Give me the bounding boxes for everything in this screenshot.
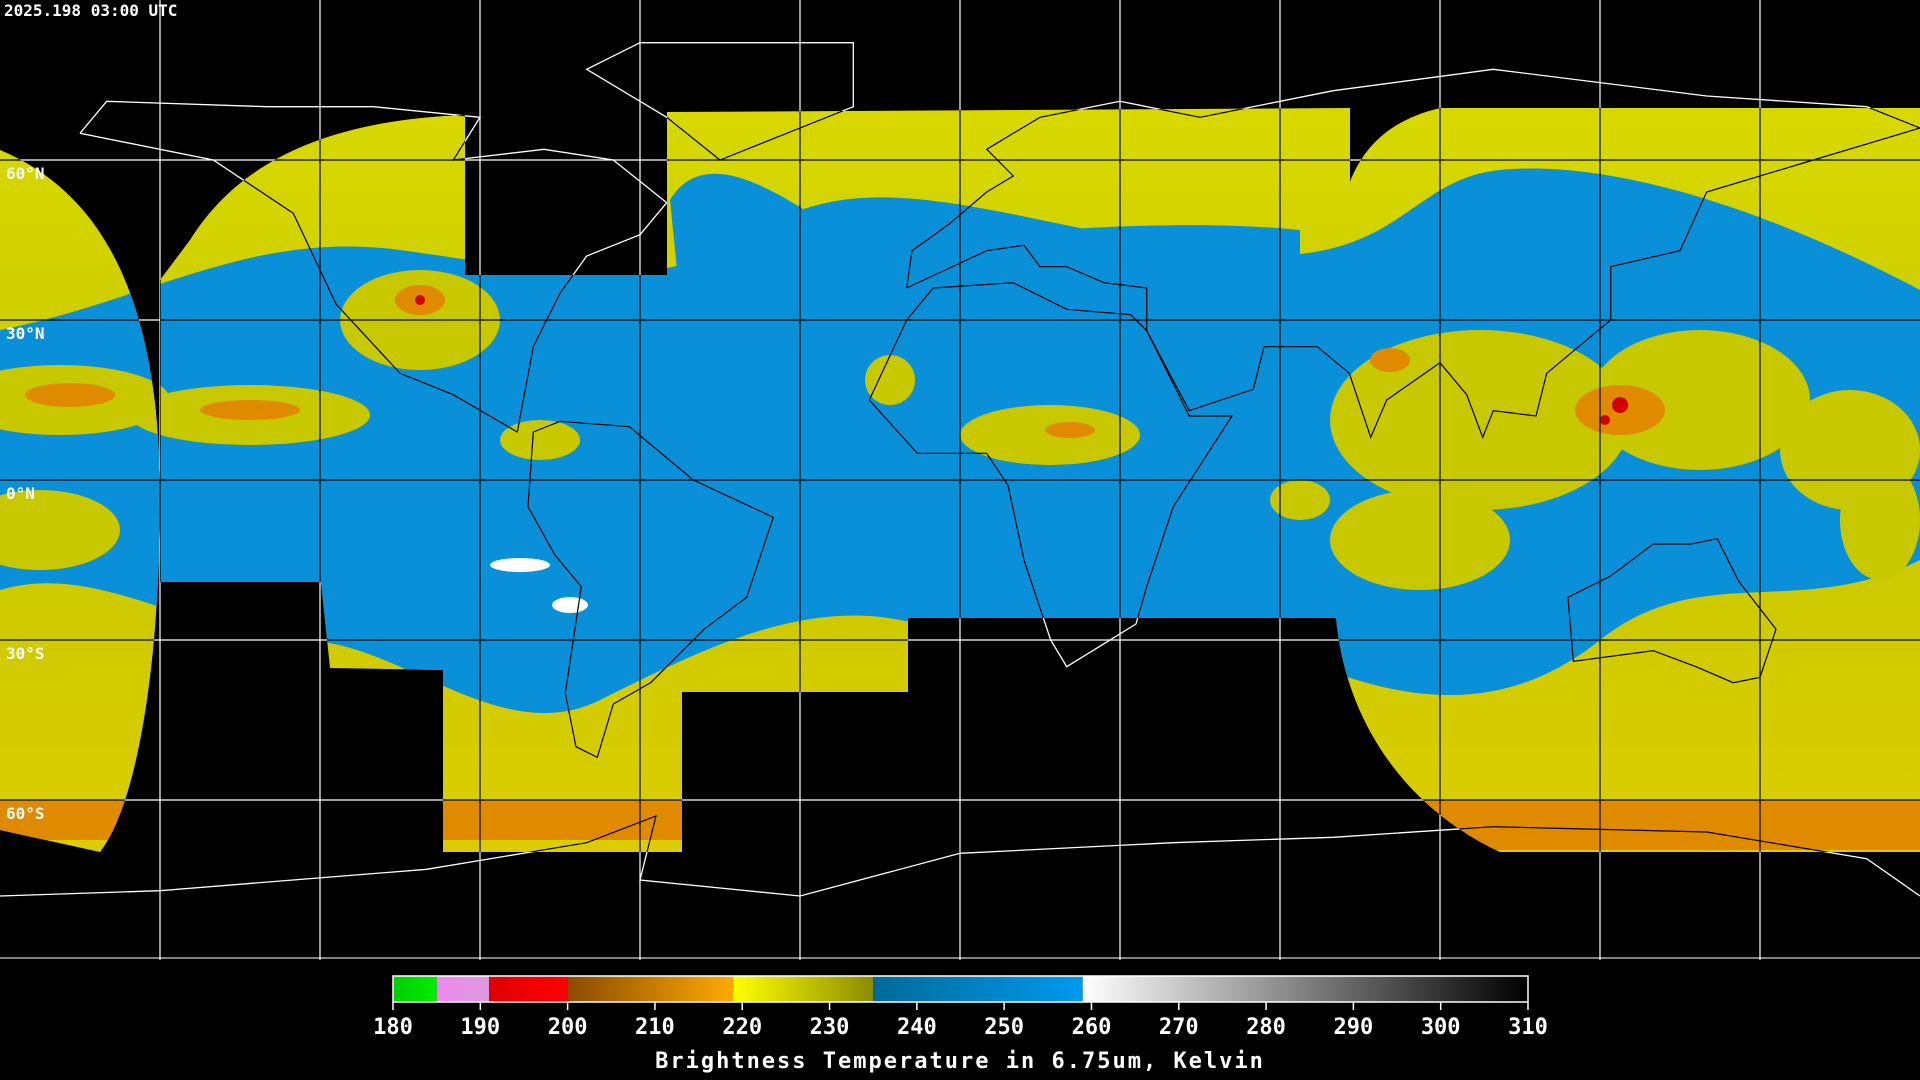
colorbar-tick-label: 210: [635, 1015, 675, 1040]
colorbar-tick-label: 250: [984, 1015, 1024, 1040]
coldest-tops: [415, 295, 1628, 425]
colorbar-segment: [436, 976, 490, 1002]
coastline: [0, 815, 1920, 852]
colorbar-frame: [392, 975, 1529, 1003]
colorbar-tick-label: 230: [810, 1015, 850, 1040]
colorbar-tick-label: 290: [1334, 1015, 1374, 1040]
colorbar-segment: [393, 976, 437, 1002]
colorbar-tick-label: 260: [1072, 1015, 1112, 1040]
colorbar-segment: [489, 976, 568, 1002]
colorbar-segment: [733, 976, 874, 1002]
colorbar-tick-label: 280: [1246, 1015, 1286, 1040]
colorbar-tick-label: 190: [460, 1015, 500, 1040]
cold-tops: [0, 285, 1920, 850]
colorbar-tick-label: 220: [722, 1015, 762, 1040]
colorbar-segment: [873, 976, 1083, 1002]
coastline: [868, 282, 1234, 668]
colorbar-tick-label: 240: [897, 1015, 937, 1040]
colorbar-segment: [567, 976, 734, 1002]
dry-atlantic: [670, 173, 1300, 300]
colorbar: 180 190 200 210 220 230 240 250 260 270 280 290 300 3…: [373, 975, 1548, 1040]
lat-label: 60°N: [6, 164, 45, 183]
coastline: [1567, 538, 1777, 684]
lat-label: 60°S: [6, 804, 45, 823]
lat-label: 0°N: [6, 484, 35, 503]
colorbar-tick-label: 180: [373, 1015, 413, 1040]
lat-label: 30°N: [6, 324, 45, 343]
lat-label: 30°S: [6, 644, 45, 663]
colorbar-tick-label: 270: [1159, 1015, 1199, 1040]
colorbar-tick-label: 310: [1508, 1015, 1548, 1040]
colorbar-tick-label: 300: [1421, 1015, 1461, 1040]
timestamp: 2025.198 03:00 UTC: [4, 1, 177, 20]
coastline: [527, 420, 775, 759]
colorbar-title: Brightness Temperature in 6.75um, Kelvin: [655, 1049, 1265, 1074]
colorbar-segment: [1082, 976, 1528, 1002]
lat-labels: 60°N 30°N 0°N 30°S 60°S: [6, 164, 45, 823]
colorbar-tick-label: 200: [548, 1015, 588, 1040]
